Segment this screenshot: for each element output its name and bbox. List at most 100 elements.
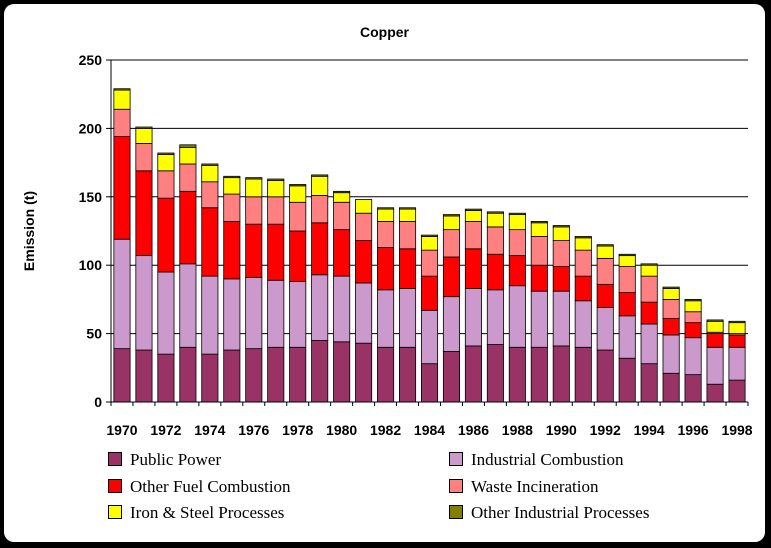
bar-segment [179,147,197,165]
bar-segment [728,320,746,324]
bar-segment [486,253,504,291]
bar-segment [706,333,724,348]
y-tick-label: 250 [79,52,103,68]
bar-segment [267,223,285,281]
bar-segment [333,275,351,343]
legend-item: Other Fuel Combustion [108,476,291,498]
bar-segment [135,143,153,172]
y-tick-label: 100 [79,257,103,273]
bar-segment [201,163,219,166]
bar-segment [508,255,526,287]
bar-segment [442,256,460,298]
bar-segment [464,221,482,250]
bar-segment [245,196,263,225]
bar-segment [289,184,307,187]
legend-label: Waste Incineration [471,476,599,496]
bar-segment [552,225,570,228]
bar-segment [618,266,636,293]
bar-segment [355,212,373,241]
bar-segment [201,164,219,183]
chart-panel: Copper 0 50 100 150 200 250 1970 1972 1974 1976 19… [4,4,765,542]
legend-item: Waste Incineration [449,476,599,498]
bar-segment [157,271,175,355]
bar-segment [420,275,439,311]
x-tick-label: 1986 [458,422,489,438]
bar-segment [399,288,417,348]
y-tick-label: 200 [79,120,103,136]
bar-segment [486,226,504,255]
bar-segment [179,263,197,348]
bar-segment [333,201,351,231]
bar-segment [355,240,373,284]
bar-segment [464,248,482,289]
bar-segment [662,318,680,336]
bar-segment [640,263,658,266]
y-tick-label: 50 [86,326,102,342]
bar-segment [113,88,131,91]
bar-segment [377,247,395,291]
bar-segment [706,319,724,322]
x-tick-label: 1994 [634,422,665,438]
x-tick-label: 1988 [502,422,533,438]
bar-segment [508,346,526,403]
bar-segment [596,349,614,403]
bar-segment [267,279,285,348]
x-tick-label: 1970 [106,422,137,438]
bar-segment [135,255,153,351]
legend-label: Other Fuel Combustion [130,476,291,496]
x-tick-label: 1990 [546,422,577,438]
bar-segment [486,211,504,214]
bar-segment [706,383,724,403]
bar-segment [311,274,329,341]
y-axis-label: Emission (t) [21,191,37,271]
bar-segment [377,346,395,403]
x-tick-label: 1982 [370,422,401,438]
bar-segment [530,290,548,348]
bar-segment [486,212,504,228]
legend-swatch [108,452,122,467]
legend-item: Iron & Steel Processes [108,502,284,524]
bar-segment [377,221,395,248]
bar-segment [399,207,417,210]
legend-item: Industrial Combustion [449,449,624,471]
bar-segment [640,275,658,303]
bar-segment [201,275,219,355]
bar-segment [179,163,197,192]
x-tick-label: 1974 [194,422,225,438]
bar-segment [684,298,702,302]
bar-segment [640,301,658,325]
bar-segment [113,89,131,110]
bar-segment [596,283,614,309]
bar-segment [113,136,131,240]
bar-segment [377,289,395,348]
bar-segment [355,342,373,403]
bar-segment [135,126,153,129]
bar-segment [333,229,351,277]
x-tick-label: 1976 [238,422,269,438]
bar-segment [640,363,658,403]
bar-segment [464,210,482,222]
bar-segment [706,320,724,333]
bar-segment [662,372,680,403]
bar-segment [223,349,241,403]
x-tick-label: 1984 [414,422,445,438]
bar-segment [113,238,131,350]
bar-segment [355,199,373,214]
bar-segment [530,346,548,403]
bar-segment [728,379,746,403]
chart-title: Copper [360,24,409,40]
bar-segment [662,286,680,289]
bar-segment [223,278,241,351]
bar-segment [596,244,614,247]
bar-segment [399,346,417,403]
legend-label: Industrial Combustion [471,450,624,469]
x-tick-label: 1978 [282,422,313,438]
bar-segment [223,177,241,195]
bar-segment [157,152,175,155]
bar-segment [245,277,263,350]
bar-segment [640,323,658,365]
bar-segment [684,322,702,339]
bar-segment [530,264,548,292]
bar-segment [442,296,460,352]
legend-item: Other Industrial Processes [449,502,649,524]
